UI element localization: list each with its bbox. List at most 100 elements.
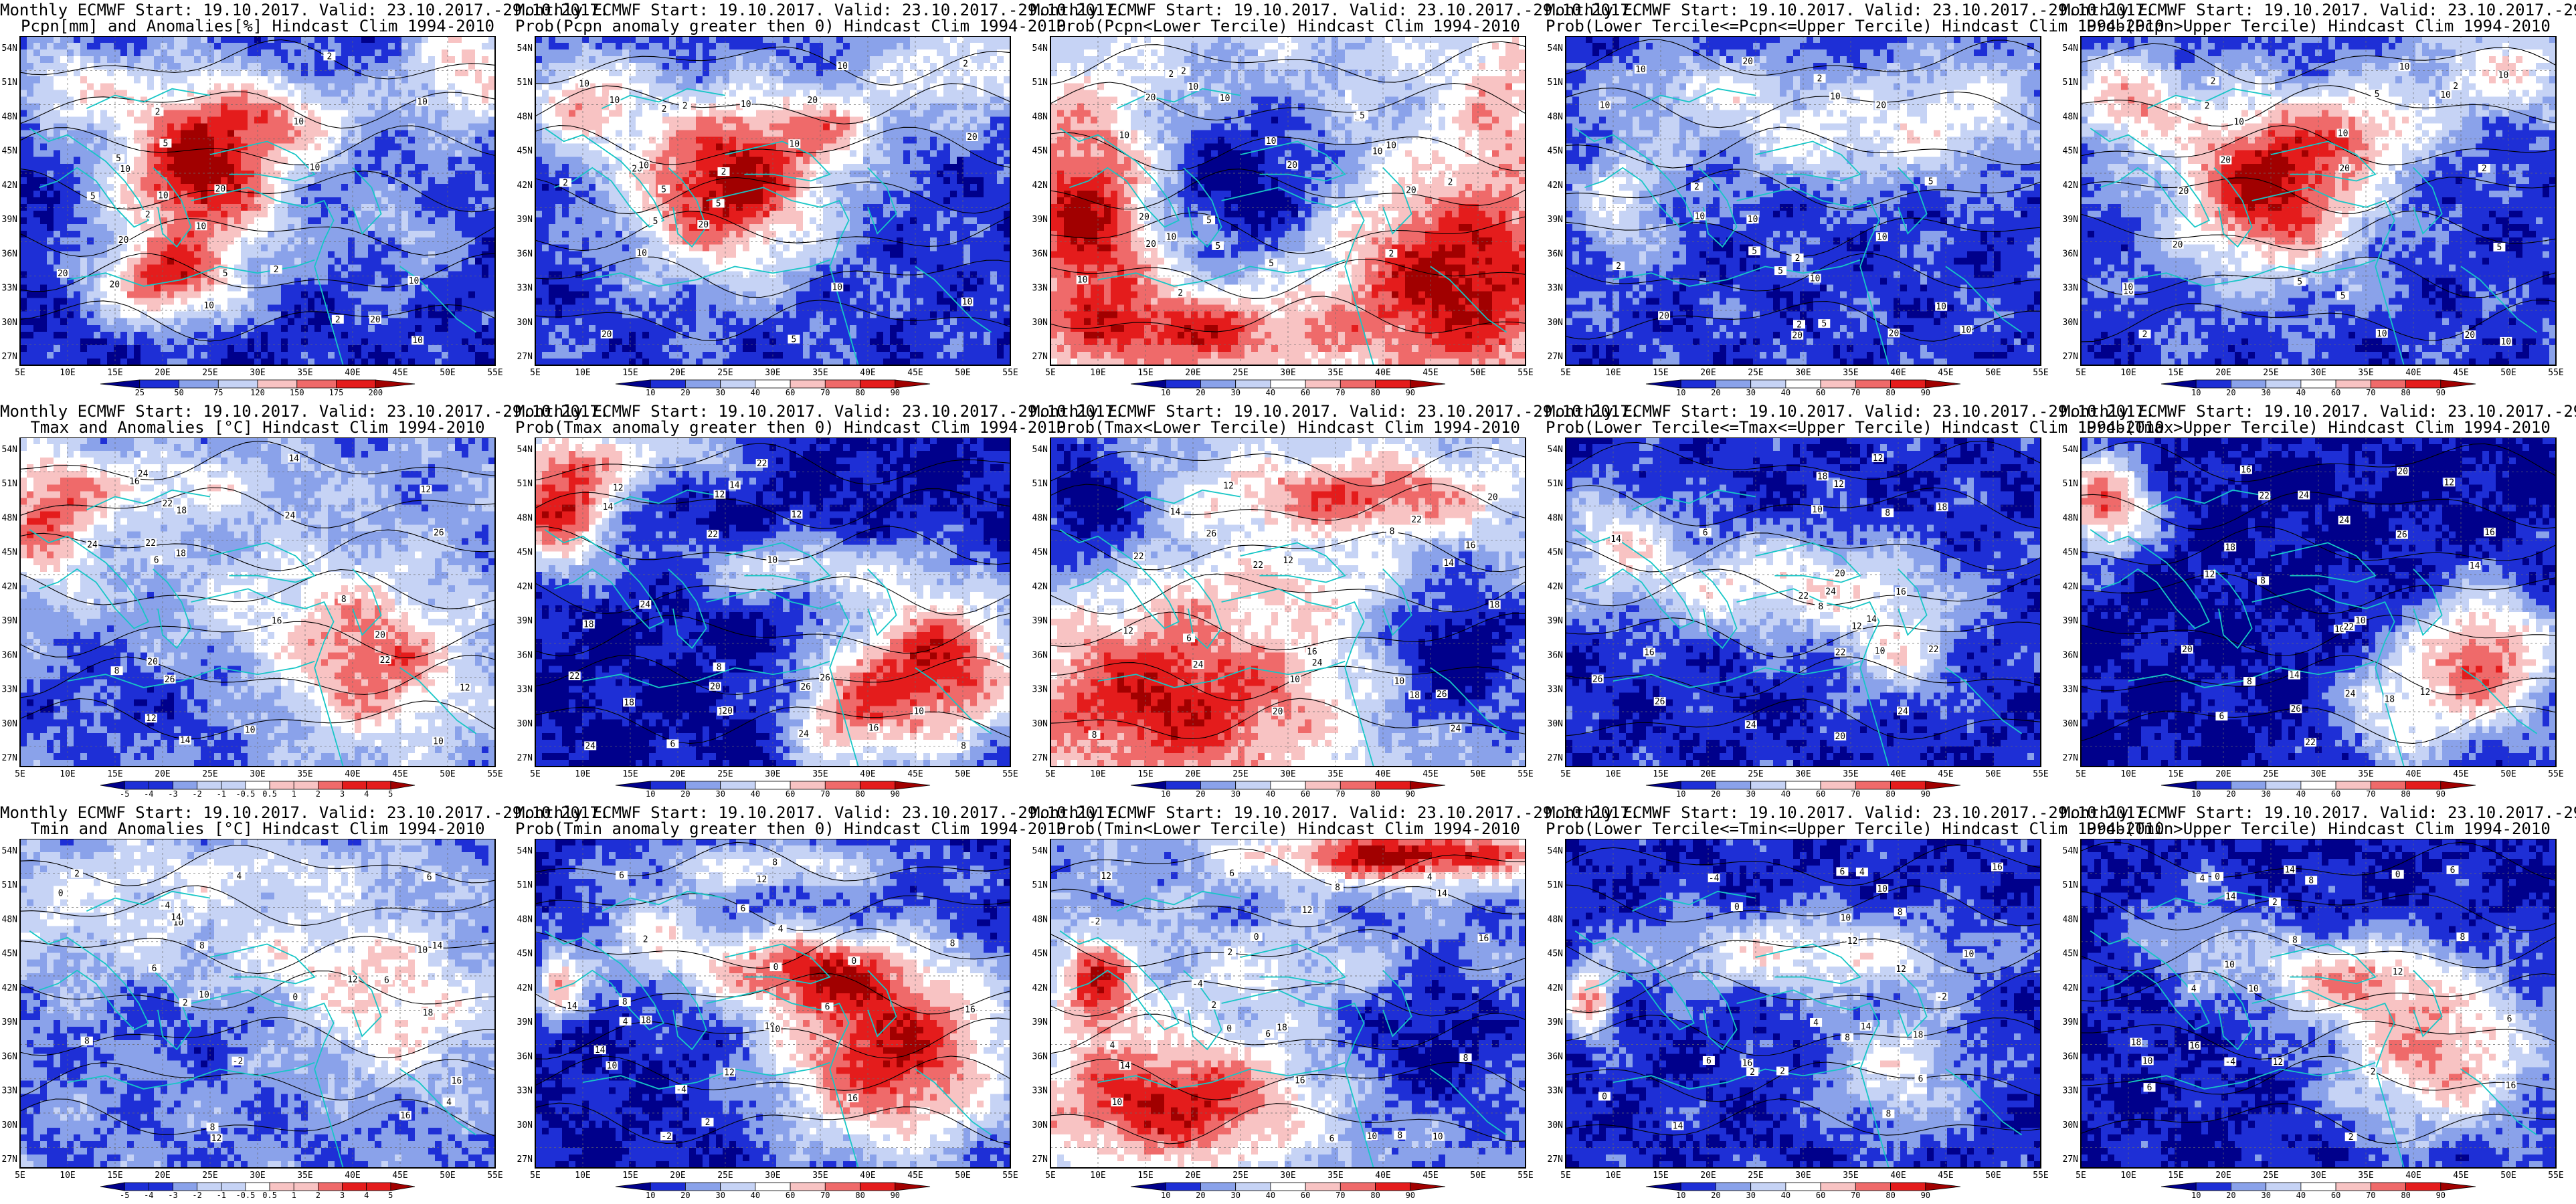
longitude-label: 25E [1748, 1171, 1763, 1181]
colorbar-tick-label: 90 [2436, 789, 2446, 799]
map-value-label: 10 [606, 1061, 618, 1072]
colorbar-tick-label: 70 [1851, 789, 1860, 799]
map-value-label: 0 [1598, 1092, 1611, 1102]
map-value-label: 14 [288, 454, 300, 464]
map-value-label: 6 [616, 870, 628, 881]
latitude-label: 27N [1548, 352, 1563, 362]
colorbar-tick-label: 70 [1336, 789, 1345, 799]
latitude-label: 54N [2, 43, 17, 54]
longitude-label: 30E [1795, 1171, 1811, 1181]
map-value-label: 10 [961, 297, 974, 308]
latitude-label: 39N [1548, 616, 1563, 626]
panel-title-line2: Prob(Pcpn anomaly greater then 0) Hindca… [515, 17, 1067, 35]
map-value-label: 12 [1122, 626, 1135, 637]
coastlines [29, 890, 477, 1169]
latitude-label: 36N [2, 650, 17, 660]
colorbar-tick-label: 90 [1406, 388, 1415, 397]
panel-title-line2: Prob(Tmin<Lower Tercile) Hindcast Clim 1… [1030, 820, 1546, 837]
longitude-label: 45E [392, 1171, 407, 1181]
map-value-label: 14 [602, 502, 614, 512]
map-value-label: 5 [2493, 242, 2506, 253]
longitude-label: 10E [1090, 769, 1105, 779]
colorbar-tick-label: -1 [217, 789, 226, 799]
longitude-label: 30E [765, 368, 780, 378]
map-value-label: 16 [128, 477, 141, 487]
map-value-label: 12 [1282, 556, 1295, 566]
longitude-label: 55E [2548, 769, 2563, 779]
longitude-label: 25E [2263, 368, 2278, 378]
latitude-label: 30N [2, 318, 17, 328]
latitude-label: 45N [2063, 949, 2078, 959]
map-value-label: 16 [1305, 647, 1318, 658]
longitude-label: 45E [1422, 1171, 1438, 1181]
contour-lines [2080, 841, 2557, 1144]
map-value-label: 4 [1106, 1041, 1119, 1051]
panel-title-line2: Tmin and Anomalies [°C] Hindcast Clim 19… [0, 820, 515, 837]
panel-title-line1: Monthly ECMWF Start: 19.10.2017. Valid: … [2061, 403, 2576, 420]
colorbar: 10 20 30 40 60 70 80 90 [1130, 379, 1446, 397]
map-value-label: 4 [1855, 868, 1868, 878]
map-value-label: 5 [1203, 215, 1216, 225]
longitude-label: 45E [1422, 368, 1438, 378]
colorbar-tick-label: 25 [135, 388, 145, 397]
longitude-label: 15E [622, 368, 638, 378]
longitude-label: 45E [907, 368, 923, 378]
map-value-label: 4 [443, 1097, 455, 1108]
longitude-label: 45E [392, 769, 407, 779]
latitude-label: 36N [2063, 1051, 2078, 1062]
map-value-label: 18 [175, 548, 187, 559]
longitude-label: 55E [487, 769, 502, 779]
map-value-label: -4 [159, 901, 171, 911]
map-value-label: 12 [1850, 621, 1863, 632]
svg-text:10: 10 [120, 165, 130, 175]
longitude-label: 20E [155, 368, 170, 378]
map-value-label: 4 [2196, 874, 2209, 884]
latitude-label: 54N [517, 445, 533, 455]
map-value-label: 24 [1825, 587, 1837, 597]
map-value-label: 2 [1791, 254, 1804, 264]
colorbar-tick-label: -1 [217, 1191, 226, 1200]
map-value-label: 22 [161, 499, 174, 509]
colorbar: 10 20 30 40 60 70 80 90 [615, 379, 931, 397]
longitude-label: 30E [2310, 1171, 2326, 1181]
panel-title-line2: Prob(Tmax anomaly greater then 0) Hindca… [515, 419, 1067, 436]
longitude-label: 50E [2500, 1171, 2516, 1181]
map-value-label: 10 [636, 248, 648, 259]
map-value-label: 24 [2338, 516, 2351, 526]
colorbar-tick-label: 90 [891, 1191, 900, 1200]
longitude-label: 15E [1653, 1171, 1668, 1181]
longitude-label: 30E [250, 368, 265, 378]
map-value-label: 20 [721, 706, 734, 716]
longitude-label: 55E [2033, 1171, 2048, 1181]
map-value-label: 10 [1385, 140, 1398, 151]
longitude-label: 5E [15, 368, 25, 378]
latitude-label: 42N [2, 582, 17, 592]
latitude-label: 42N [2063, 983, 2078, 993]
latitude-label: 30N [1032, 719, 1048, 729]
map-value-label: 18 [1276, 1023, 1288, 1033]
graticule [535, 437, 1010, 767]
map-frame [19, 839, 496, 1169]
map-value-label: 14 [1865, 614, 1878, 625]
map-value-label: 8 [2243, 677, 2256, 687]
map-value-label: 10 [1873, 646, 1886, 656]
colorbar-tick-label: -5 [120, 1191, 129, 1200]
map-value-label: 6 [2143, 1083, 2156, 1093]
map-value-label: 6 [1226, 869, 1238, 879]
longitude-label: 15E [1653, 368, 1668, 378]
latitude-label: 48N [1032, 112, 1048, 122]
panel-title-line1: Monthly ECMWF Start: 19.10.2017. Valid: … [2061, 1, 2576, 19]
colorbar-tick-label: 20 [680, 1191, 690, 1200]
longitude-label: 5E [1560, 769, 1571, 779]
latitude-label: 51N [517, 78, 533, 88]
forecast-panel-pcpn-mm: Monthly ECMWF Start: 19.10.2017. Valid: … [0, 0, 609, 401]
colorbar-tick-label: 200 [368, 388, 383, 397]
longitude-label: 25E [1748, 368, 1763, 378]
map-value-label: 14 [1859, 1021, 1872, 1032]
longitude-label: 55E [1002, 1171, 1018, 1181]
map-value-label: 5 [112, 154, 125, 164]
latitude-label: 33N [2063, 1086, 2078, 1096]
latitude-label: 27N [517, 1155, 533, 1165]
map-area: 6 8 8 10 12 16 18 20 22 24 24 26 14 16 22 20 18 22 24 26 12 1… [2063, 437, 2564, 779]
latitude-label: 42N [517, 983, 533, 993]
